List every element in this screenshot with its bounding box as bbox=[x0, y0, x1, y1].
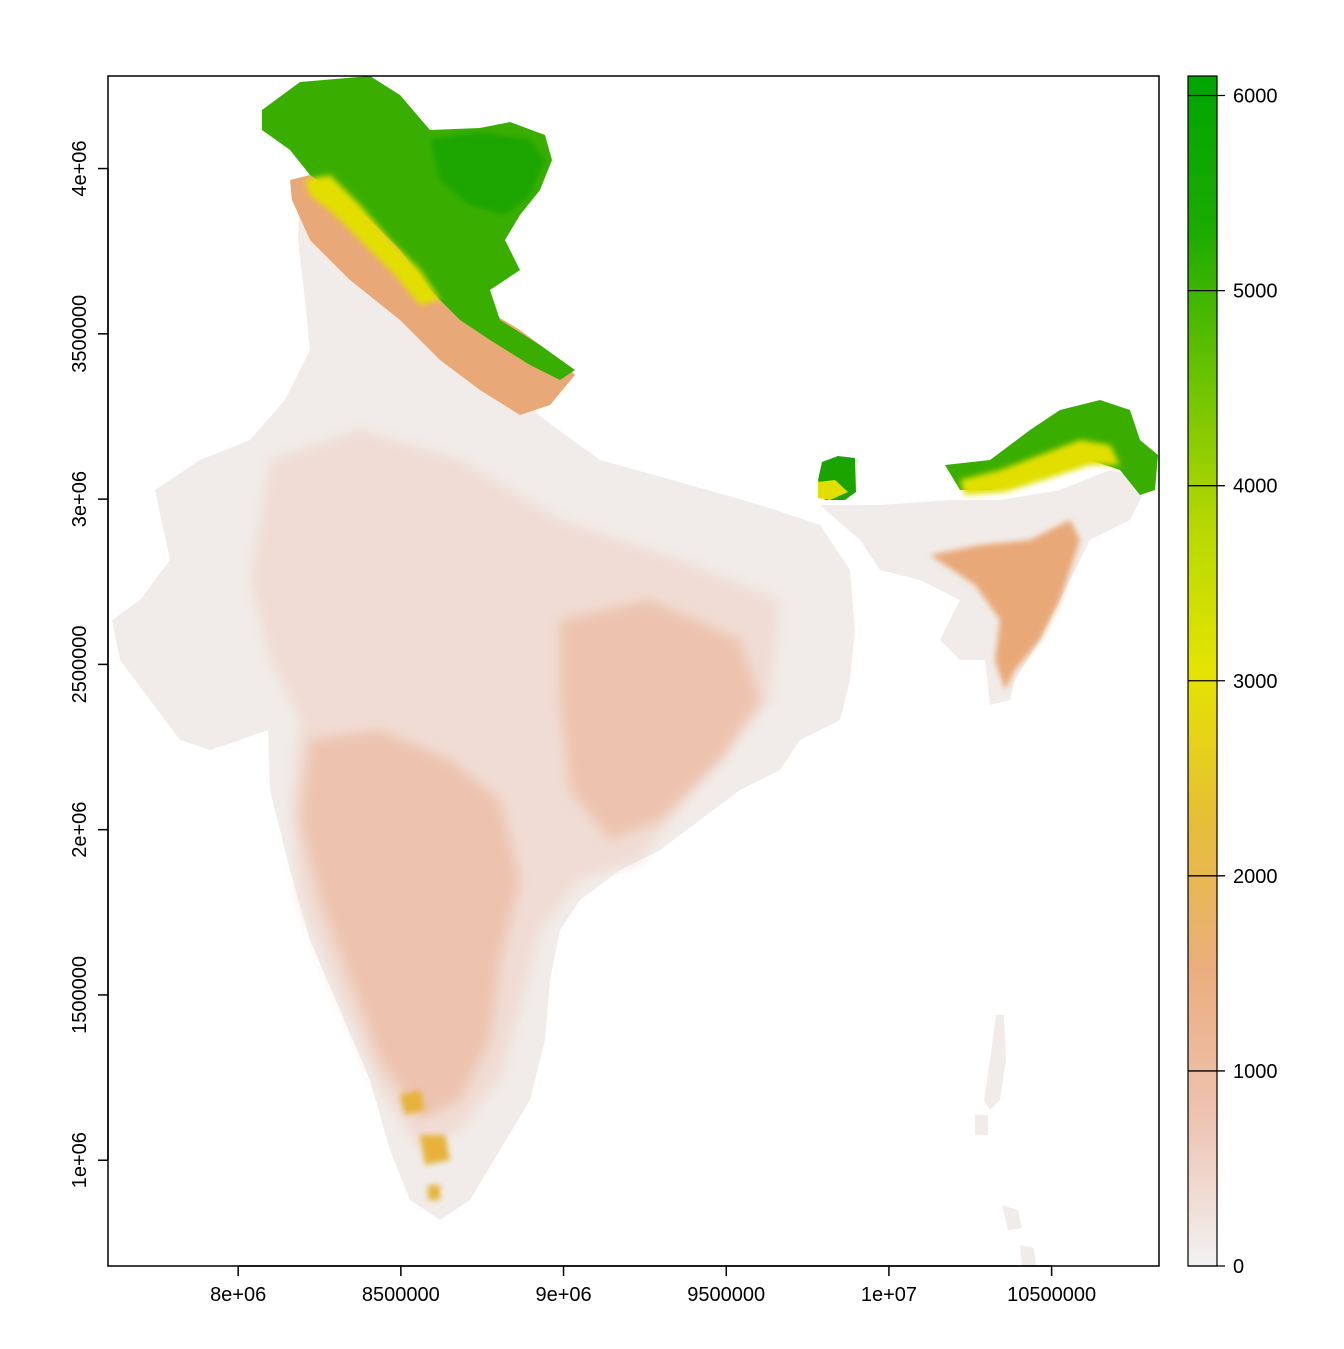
central-upland bbox=[560, 600, 760, 840]
legend-tick-label: 3000 bbox=[1233, 671, 1278, 693]
x-axis: 8e+06 8500000 9e+06 9500000 1e+07 10500000 bbox=[210, 1265, 1096, 1306]
northeast-upland bbox=[930, 520, 1080, 690]
x-tick-label: 9e+06 bbox=[535, 1284, 591, 1306]
himalaya-yellow-band bbox=[305, 175, 440, 305]
y-tick-label: 1e+06 bbox=[69, 1132, 91, 1188]
northeast-yellow bbox=[960, 440, 1120, 495]
x-tick-label: 1e+07 bbox=[861, 1284, 917, 1306]
y-tick-label: 2e+06 bbox=[69, 802, 91, 858]
legend-colorbar bbox=[1187, 75, 1218, 1267]
x-tick-label: 10500000 bbox=[1007, 1284, 1096, 1306]
elevation-raster bbox=[112, 76, 1158, 1266]
kashmir-dark-green bbox=[430, 132, 545, 215]
legend-tick-label: 1000 bbox=[1233, 1061, 1278, 1083]
y-tick-label: 4e+06 bbox=[69, 140, 91, 196]
sikkim-yellow bbox=[818, 480, 848, 500]
legend-ticks: 0 1000 2000 3000 4000 5000 6000 bbox=[1188, 86, 1278, 1278]
legend-tick-label: 5000 bbox=[1233, 281, 1278, 303]
x-tick-label: 9500000 bbox=[687, 1284, 765, 1306]
y-tick-label: 1500000 bbox=[69, 956, 91, 1034]
legend-tick-label: 0 bbox=[1233, 1256, 1244, 1278]
andaman-islands bbox=[975, 1015, 1036, 1266]
legend-tick-label: 6000 bbox=[1233, 86, 1278, 108]
y-tick-label: 3500000 bbox=[69, 295, 91, 373]
legend-tick-label: 4000 bbox=[1233, 476, 1278, 498]
x-tick-label: 8e+06 bbox=[210, 1284, 266, 1306]
y-tick-label: 2500000 bbox=[69, 625, 91, 703]
legend-tick-label: 2000 bbox=[1233, 866, 1278, 888]
y-tick-label: 3e+06 bbox=[69, 471, 91, 527]
x-tick-label: 8500000 bbox=[362, 1284, 440, 1306]
color-legend: 0 1000 2000 3000 4000 5000 6000 bbox=[1187, 75, 1278, 1278]
deccan-upland bbox=[300, 730, 520, 1120]
y-axis: 1e+06 1500000 2e+06 2500000 3e+06 3500000 4e+0… bbox=[69, 140, 109, 1188]
southern-hills bbox=[400, 1090, 450, 1200]
